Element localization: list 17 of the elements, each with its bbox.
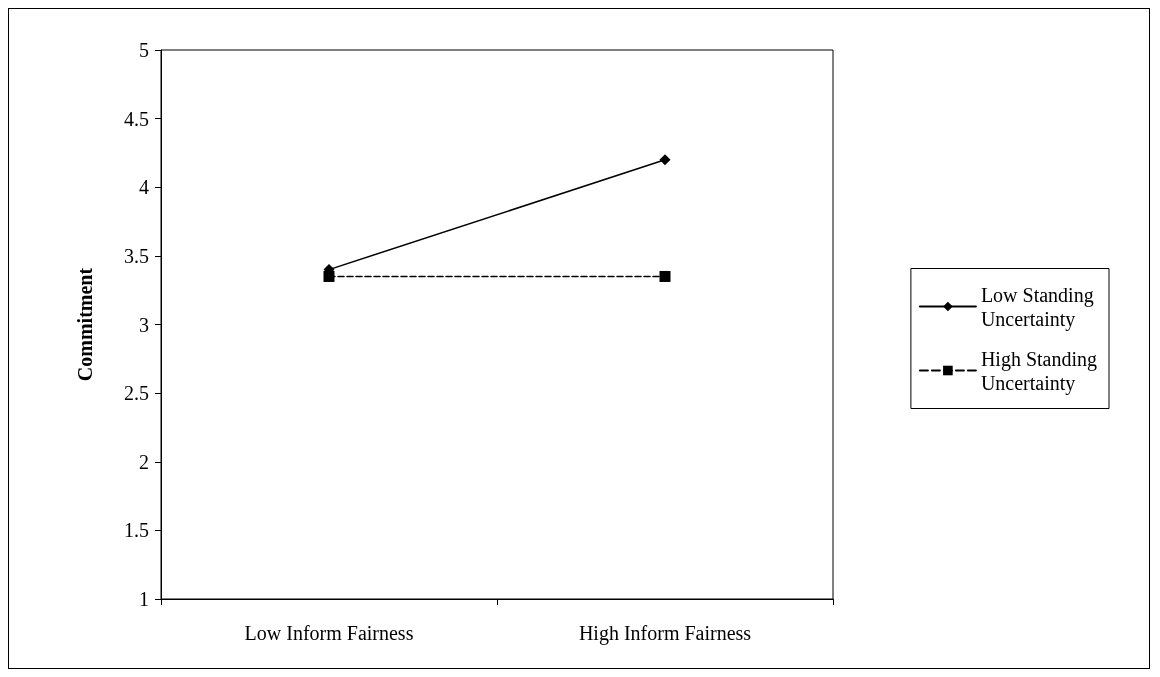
point [323,270,335,282]
y-tick-label: 2.5 [124,382,149,405]
y-tick-label: 4.5 [124,107,149,130]
y-tick-label: 5 [139,39,149,61]
y-tick-label: 2 [139,450,149,473]
y-tick-label: 3.5 [124,244,149,267]
point [659,154,671,166]
legend-label: High Standing Uncertainty [980,347,1098,395]
y-tick-label: 1 [139,588,149,610]
legend-label: Low Standing Uncertainty [980,283,1094,331]
y-tick-label: 4 [139,176,149,199]
x-tick-label: Low Inform Fairness [244,622,414,644]
y-axis-title: Commitment [74,267,96,382]
y-tick-label: 3 [139,313,149,336]
x-tick-label: High Inform Fairness [578,622,752,645]
point [659,270,671,282]
y-tick-label: 1.5 [124,519,149,542]
